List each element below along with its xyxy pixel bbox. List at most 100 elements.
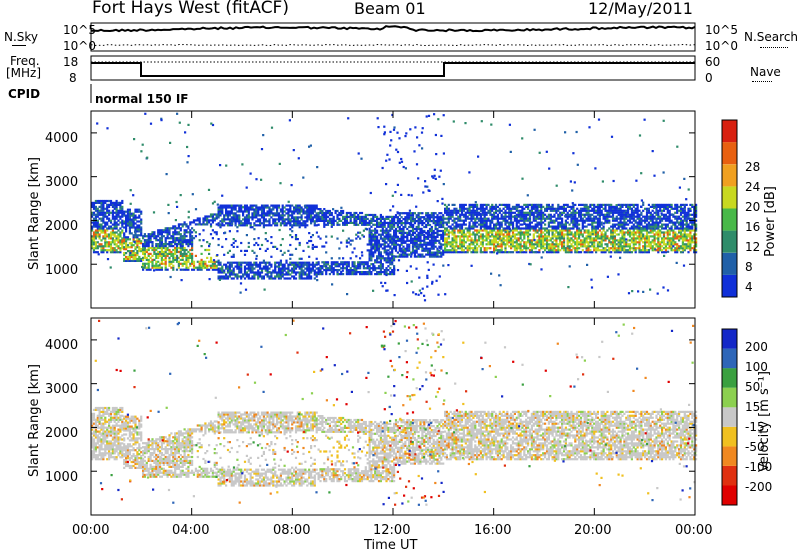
power-cell [304,212,307,215]
power-cell [211,260,214,263]
power-cell [281,220,284,223]
power-cell [293,275,296,278]
power-cell [313,214,316,217]
power-cell [300,218,303,221]
power-cell [266,224,269,227]
power-cell [515,239,518,242]
power-cell [585,239,588,242]
power-cell [561,227,564,230]
power-cell [330,211,333,215]
power-cell [315,212,318,215]
power-cell [627,239,630,242]
power-cell [126,212,130,215]
power-cell [493,245,496,248]
power-cell [481,229,484,232]
power-cell [177,237,180,240]
power-cell [276,214,279,217]
power-cell [100,223,103,226]
power-cell [613,219,616,222]
power-cell [525,213,528,216]
power-cell [630,227,633,230]
power-cell [104,233,107,236]
power-cell [317,219,320,222]
power-cell [272,222,275,225]
power-cell [153,231,156,234]
power-cell [540,225,543,228]
power-cell [181,248,184,252]
power-cell [402,225,405,229]
power-cell [226,277,230,280]
power-cell [294,222,298,225]
power-cell [611,231,615,234]
power-cell [253,214,256,217]
power-cell [551,209,554,212]
power-cell [562,237,566,240]
power-cell [411,212,415,215]
power-cell [619,229,622,232]
power-cell [547,213,550,216]
power-cell [642,215,645,218]
power-cell [393,215,396,218]
power-cell [191,243,194,246]
power-cell [627,233,630,236]
power-cell [102,199,105,203]
power-cell [213,213,216,216]
power-cell [642,203,645,206]
power-cell [308,212,311,215]
power-cell [638,251,641,254]
power-cell [353,271,356,274]
power-cell [389,271,392,274]
power-cell [272,245,275,248]
power-cell [360,263,364,266]
power-cell [479,249,482,252]
power-cell [602,247,605,250]
power-cell [132,244,135,247]
power-cell [279,214,282,217]
power-cell [561,243,564,246]
power-cell [432,218,435,221]
power-cell [498,209,501,212]
power-cell [619,203,622,206]
power-cell [394,222,398,225]
power-cell [449,225,452,228]
power-cell [583,213,586,216]
power-cell [566,211,569,214]
power-cell [623,247,626,250]
power-cell [245,208,248,211]
power-cell [255,273,258,276]
power-cell [528,227,532,230]
power-cell [562,235,566,238]
power-cell [142,243,145,246]
power-cell [92,223,96,226]
power-cell [432,229,435,233]
power-cell [109,225,113,228]
power-cell [606,221,609,224]
power-cell [191,268,194,271]
power-cell [623,215,626,218]
power-cell [519,251,522,254]
power-cell [106,233,109,236]
power-cell [510,237,513,240]
power-cell [92,201,96,204]
power-cell [202,221,205,224]
power-cell [289,224,292,227]
power-cell [630,231,633,234]
power-cell [128,230,131,233]
power-cell [504,211,507,214]
power-cell [381,229,384,232]
power-cell [404,253,407,256]
power-cell [368,257,371,260]
power-cell [578,243,581,246]
power-cell [538,209,541,212]
power-cell [104,211,107,214]
power-cell [115,239,118,242]
power-cell [457,223,460,226]
power-cell [177,262,180,265]
power-cell [268,208,271,211]
power-cell [142,258,145,261]
power-cell [177,241,180,244]
power-cell [545,241,549,244]
power-cell [477,245,481,248]
power-cell [615,247,618,250]
power-cell [595,233,598,236]
